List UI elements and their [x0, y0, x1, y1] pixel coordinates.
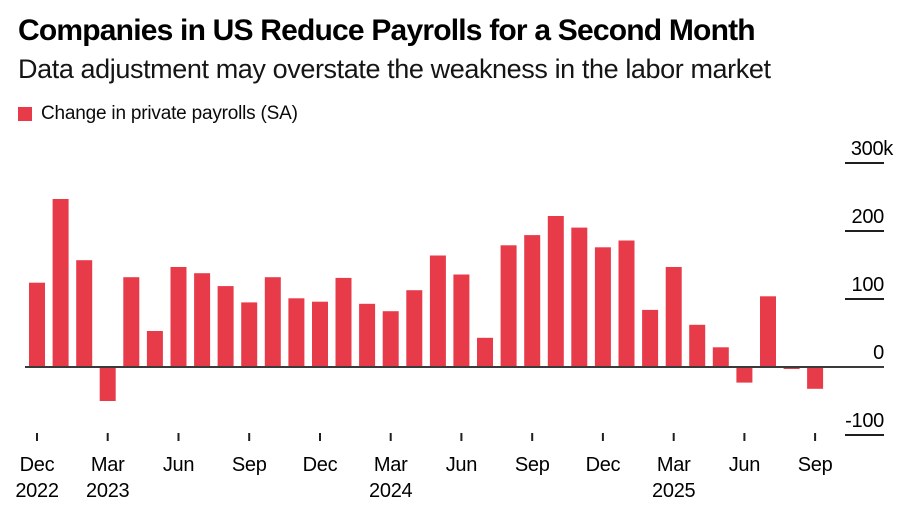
bar — [146, 331, 163, 367]
x-tick-month-label: Jun — [729, 454, 760, 476]
x-tick-month-label: Dec — [586, 454, 621, 476]
bar — [500, 245, 517, 367]
y-tick-line — [845, 298, 884, 300]
bar — [665, 267, 682, 367]
chart-legend: Change in private payrolls (SA) — [18, 103, 298, 125]
bar — [52, 199, 69, 367]
legend-swatch-icon — [18, 107, 32, 121]
x-tick-line — [460, 433, 463, 441]
legend-label: Change in private payrolls (SA) — [41, 103, 298, 124]
x-tick-month-label: Mar — [657, 454, 691, 476]
x-tick-year-label: 2022 — [15, 480, 58, 502]
bar — [406, 290, 423, 367]
y-tick-label: 0 — [873, 342, 884, 364]
bar — [453, 274, 470, 367]
bar — [359, 303, 376, 367]
x-tick-line — [36, 433, 38, 441]
y-tick-line — [845, 162, 884, 164]
x-tick-month-label: Dec — [303, 454, 338, 476]
bar — [170, 267, 187, 367]
x-tick-line — [248, 433, 251, 441]
x-tick-month-label: Jun — [446, 454, 477, 476]
x-tick-line — [319, 433, 321, 441]
x-tick-month-label: Dec — [20, 454, 55, 476]
bar — [642, 309, 659, 367]
x-tick-line — [531, 433, 534, 441]
bar — [618, 240, 635, 367]
bar — [689, 324, 706, 367]
bar — [807, 367, 824, 389]
bar — [288, 298, 305, 367]
x-tick-line — [743, 433, 746, 441]
y-tick-line — [845, 230, 884, 232]
x-tick-month-label: Mar — [374, 454, 408, 476]
bar — [241, 302, 258, 367]
y-tick-label: 300k — [851, 138, 894, 160]
bar — [99, 367, 116, 401]
bar — [760, 296, 776, 367]
x-tick-month-label: Mar — [91, 454, 125, 476]
bar — [524, 235, 541, 367]
y-tick-label: -100 — [845, 410, 884, 432]
bar — [29, 282, 45, 367]
bar — [712, 347, 729, 367]
chart-subtitle: Data adjustment may overstate the weakne… — [18, 54, 771, 84]
bar — [312, 301, 328, 367]
bar — [123, 277, 140, 367]
x-tick-line — [106, 433, 109, 441]
zero-baseline — [25, 366, 884, 368]
bar — [477, 337, 493, 367]
x-tick-year-label: 2023 — [86, 480, 129, 502]
bar — [335, 277, 352, 367]
bar — [382, 311, 399, 367]
bar — [594, 247, 611, 367]
x-tick-line — [672, 433, 675, 441]
bar — [429, 255, 446, 367]
x-tick-month-label: Sep — [232, 454, 267, 476]
x-tick-month-label: Sep — [515, 454, 550, 476]
x-tick-month-label: Sep — [798, 454, 833, 476]
x-tick-month-label: Jun — [163, 454, 194, 476]
bar — [194, 273, 211, 367]
y-tick-label: 200 — [852, 206, 885, 228]
bar — [217, 286, 234, 367]
x-tick-line — [389, 433, 392, 441]
y-tick-line — [845, 434, 884, 436]
chart-title: Companies in US Reduce Payrolls for a Se… — [18, 14, 756, 47]
x-tick-year-label: 2024 — [369, 480, 412, 502]
y-tick-label: 100 — [852, 274, 885, 296]
x-tick-line — [177, 433, 180, 441]
bar — [736, 367, 753, 383]
bar — [76, 260, 93, 367]
bar — [264, 277, 281, 367]
x-tick-year-label: 2025 — [652, 480, 695, 502]
bar — [547, 216, 564, 367]
x-tick-line — [601, 433, 604, 441]
x-tick-line — [814, 433, 817, 441]
bar — [571, 227, 588, 367]
